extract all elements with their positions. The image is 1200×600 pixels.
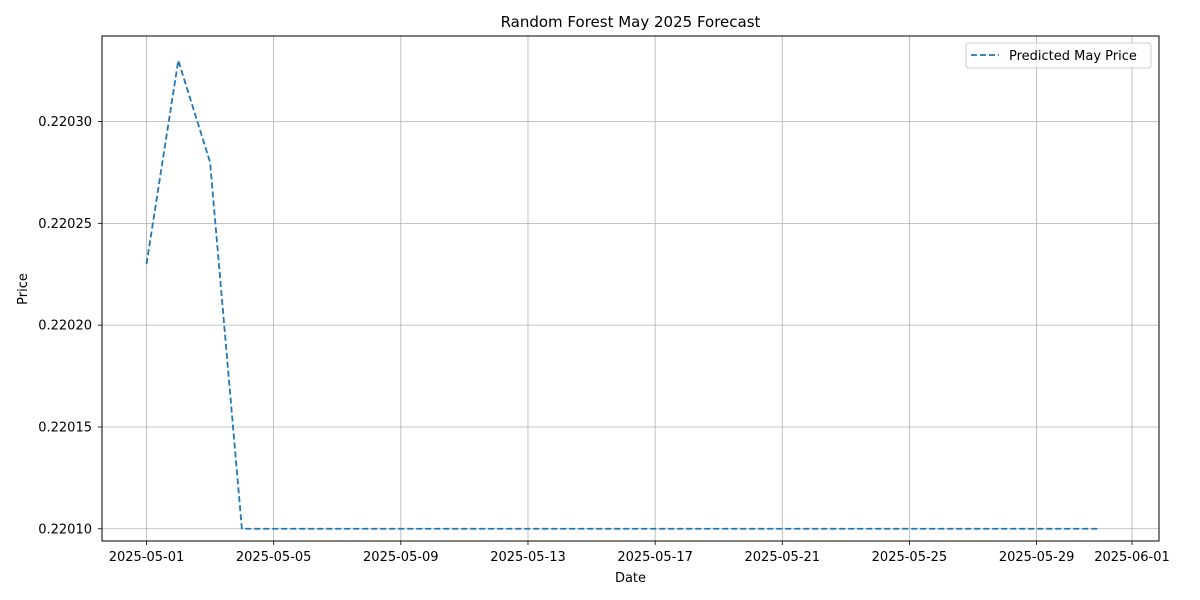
x-tick-label: 2025-05-21 <box>745 550 821 565</box>
y-tick-label: 0.22010 <box>38 522 92 537</box>
y-axis-label: Price <box>16 273 31 305</box>
y-tick-label: 0.22025 <box>38 217 92 232</box>
x-tick-label: 2025-05-01 <box>109 550 185 565</box>
x-tick-label: 2025-05-17 <box>617 550 693 565</box>
legend-label: Predicted May Price <box>1009 49 1137 64</box>
axis-ticks: 2025-05-01 2025-05-05 2025-05-09 2025-05-13… <box>38 115 1170 565</box>
x-tick-label: 2025-05-13 <box>490 550 566 565</box>
y-tick-label: 0.22015 <box>38 420 92 435</box>
y-tick-label: 0.22020 <box>38 319 92 334</box>
x-tick-label: 2025-05-05 <box>236 550 312 565</box>
plot-area-frame <box>101 35 1160 542</box>
grid <box>102 36 1159 541</box>
x-tick-label: 2025-06-01 <box>1094 550 1170 565</box>
x-tick-label: 2025-05-09 <box>363 550 439 565</box>
x-tick-label: 2025-05-25 <box>872 550 948 565</box>
chart-title: Random Forest May 2025 Forecast <box>501 13 761 31</box>
y-tick-label: 0.22030 <box>38 115 92 130</box>
series-layer <box>145 59 1101 530</box>
x-tick-label: 2025-05-29 <box>999 550 1075 565</box>
legend-box <box>965 42 1152 69</box>
legend: Predicted May Price <box>965 42 1152 69</box>
series-line-predicted-may-price <box>145 59 1101 530</box>
x-axis-label: Date <box>615 571 646 586</box>
